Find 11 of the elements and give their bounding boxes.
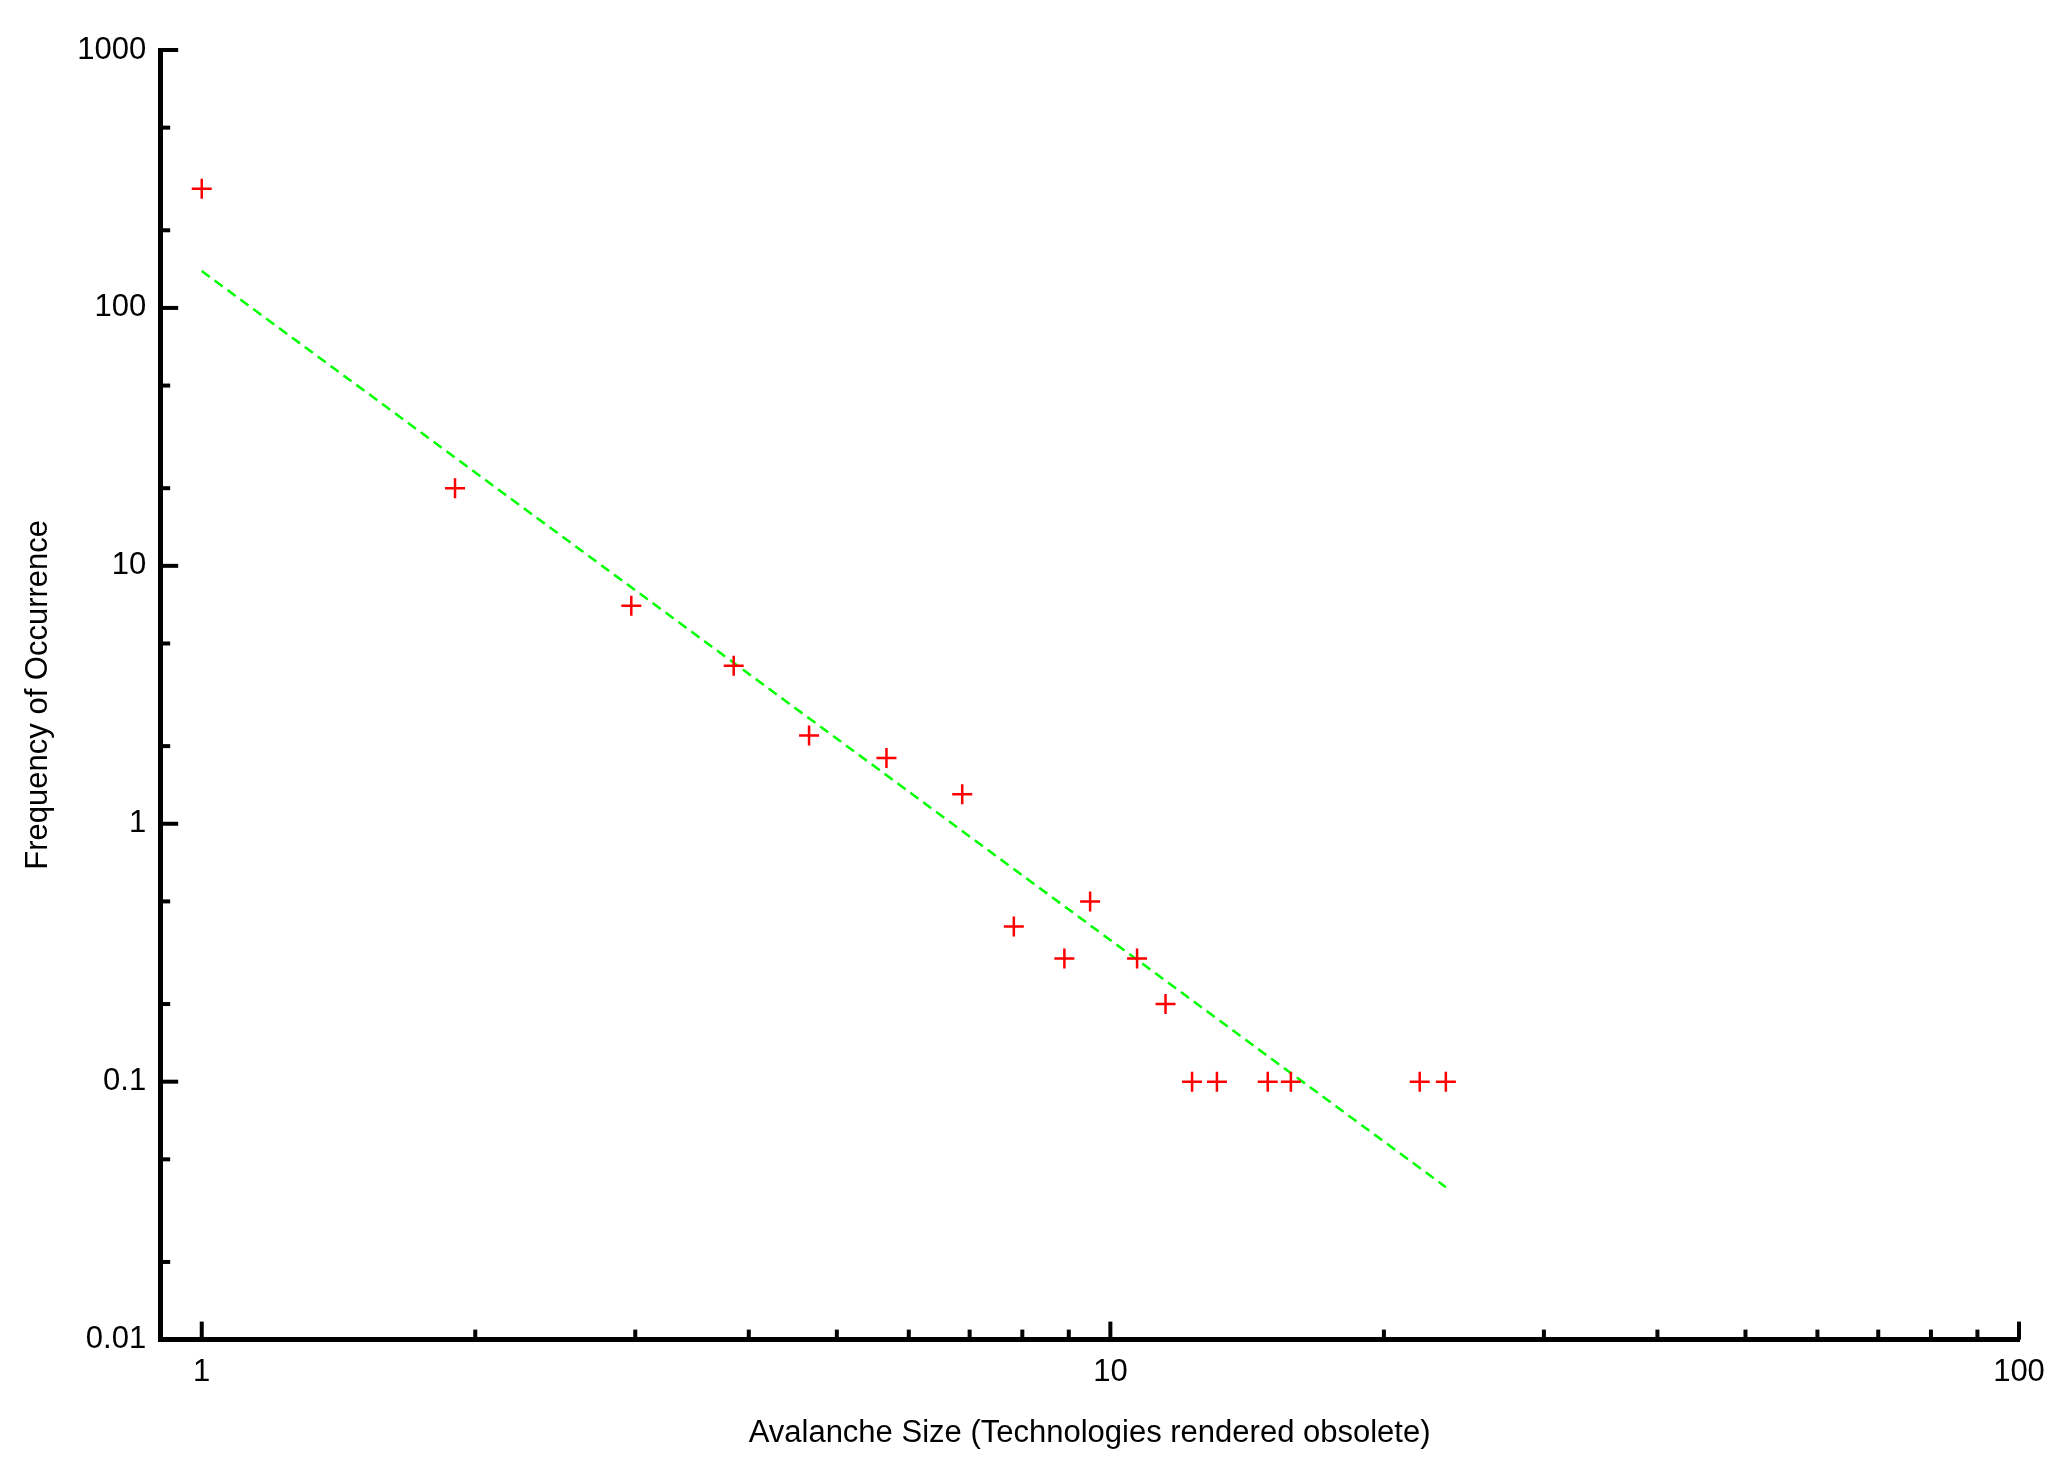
x-axis-title: Avalanche Size (Technologies rendered obsolete) — [748, 1413, 1431, 1449]
x-tick-label: 100 — [1993, 1352, 2045, 1388]
y-tick-label: 100 — [94, 288, 147, 324]
y-tick-label: 1000 — [77, 30, 147, 66]
y-tick-label: 0.1 — [103, 1062, 147, 1098]
y-axis-title: Frequency of Occurrence — [19, 519, 55, 870]
y-tick-label: 1 — [128, 804, 147, 840]
x-tick-label: 10 — [1093, 1352, 1128, 1388]
y-tick-label: 10 — [111, 546, 147, 582]
x-tick-label: 1 — [193, 1352, 211, 1388]
y-tick-label: 0.01 — [85, 1320, 147, 1356]
